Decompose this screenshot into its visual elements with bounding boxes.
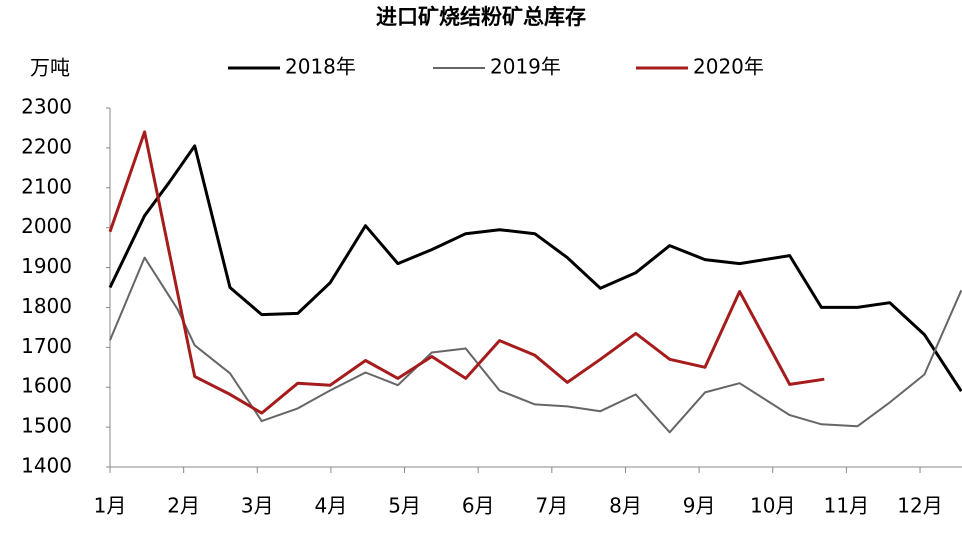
y-axis-label: 万吨: [30, 56, 70, 80]
x-tick-label: 1月: [94, 494, 127, 518]
x-tick-label: 12月: [897, 494, 942, 518]
x-tick-label: 2月: [167, 494, 200, 518]
y-tick-label: 1800: [21, 294, 72, 318]
y-tick-label: 2300: [21, 95, 72, 119]
chart-title: 进口矿烧结粉矿总库存: [376, 5, 586, 29]
y-tick-label: 2200: [21, 134, 72, 158]
x-tick-label: 7月: [535, 494, 568, 518]
y-tick-label: 1900: [21, 254, 72, 278]
x-tick-label: 3月: [241, 494, 274, 518]
x-tick-label: 5月: [388, 494, 421, 518]
x-tick-label: 11月: [824, 494, 869, 518]
x-tick-label: 6月: [462, 494, 495, 518]
x-tick-label: 8月: [609, 494, 642, 518]
legend-label: 2018年: [285, 55, 356, 79]
legend-label: 2020年: [693, 55, 764, 79]
y-tick-label: 2100: [21, 174, 72, 198]
y-tick-label: 1700: [21, 334, 72, 358]
x-tick-label: 4月: [315, 494, 348, 518]
y-tick-label: 1600: [21, 374, 72, 398]
y-tick-label: 1400: [21, 454, 72, 478]
y-tick-label: 2000: [21, 214, 72, 238]
series-line: [109, 256, 962, 434]
x-tick-label: 10月: [750, 494, 795, 518]
series-line: [108, 144, 962, 393]
legend-label: 2019年: [490, 55, 561, 79]
y-tick-label: 1500: [21, 414, 72, 438]
x-tick-label: 9月: [683, 494, 716, 518]
series-line: [108, 130, 825, 415]
